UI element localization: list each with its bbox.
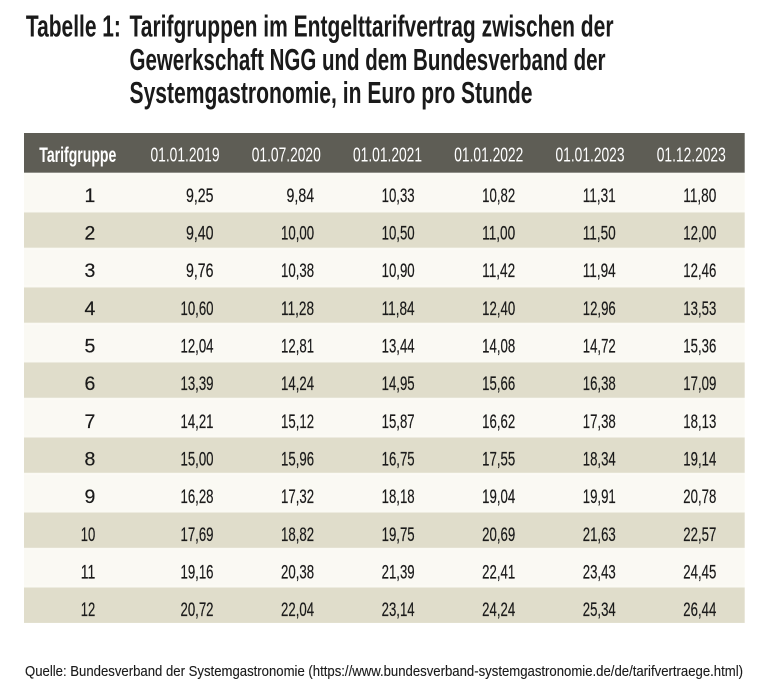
svg-text:9,25: 9,25 <box>186 185 214 207</box>
svg-text:17,69: 17,69 <box>181 524 214 546</box>
svg-text:11,94: 11,94 <box>583 260 616 282</box>
svg-text:01.01.2019: 01.01.2019 <box>151 144 220 166</box>
svg-text:14,08: 14,08 <box>482 336 515 358</box>
svg-text:Gewerkschaft NGG und dem Bunde: Gewerkschaft NGG und dem Bundesverband d… <box>130 42 606 77</box>
svg-text:19,04: 19,04 <box>482 486 515 508</box>
svg-text:26,44: 26,44 <box>683 599 716 621</box>
svg-text:12,81: 12,81 <box>281 336 314 358</box>
svg-text:18,34: 18,34 <box>583 448 616 470</box>
svg-text:11,50: 11,50 <box>583 223 616 245</box>
svg-text:10,60: 10,60 <box>181 298 214 320</box>
svg-text:16,75: 16,75 <box>382 448 415 470</box>
svg-text:18,18: 18,18 <box>382 486 415 508</box>
svg-text:12,00: 12,00 <box>683 223 716 245</box>
svg-text:10,00: 10,00 <box>281 223 314 245</box>
svg-text:20,72: 20,72 <box>181 599 214 621</box>
svg-text:10,50: 10,50 <box>382 223 415 245</box>
svg-text:Tabelle 1:: Tabelle 1: <box>26 9 121 44</box>
svg-text:19,14: 19,14 <box>683 448 716 470</box>
svg-text:19,75: 19,75 <box>382 524 415 546</box>
svg-text:15,96: 15,96 <box>281 448 314 470</box>
svg-text:01.01.2022: 01.01.2022 <box>454 144 523 166</box>
svg-text:4: 4 <box>84 298 95 320</box>
svg-text:3: 3 <box>84 260 95 282</box>
svg-text:23,43: 23,43 <box>583 561 616 583</box>
svg-text:Tarifgruppe: Tarifgruppe <box>39 143 116 167</box>
svg-text:11,28: 11,28 <box>281 298 314 320</box>
svg-text:17,32: 17,32 <box>281 486 314 508</box>
svg-text:11,31: 11,31 <box>583 185 616 207</box>
svg-text:22,57: 22,57 <box>683 524 716 546</box>
svg-text:20,78: 20,78 <box>683 486 716 508</box>
svg-text:19,16: 19,16 <box>181 561 214 583</box>
svg-text:10,90: 10,90 <box>382 260 415 282</box>
svg-text:23,14: 23,14 <box>382 599 415 621</box>
svg-text:13,39: 13,39 <box>181 373 214 395</box>
svg-text:11,00: 11,00 <box>482 223 515 245</box>
svg-text:14,24: 14,24 <box>281 373 314 395</box>
svg-text:16,28: 16,28 <box>181 486 214 508</box>
svg-text:18,13: 18,13 <box>683 411 716 433</box>
svg-text:01.01.2023: 01.01.2023 <box>556 144 625 166</box>
svg-text:20,69: 20,69 <box>482 524 515 546</box>
svg-text:13,53: 13,53 <box>683 298 716 320</box>
svg-text:10: 10 <box>81 524 96 546</box>
svg-text:13,44: 13,44 <box>382 336 415 358</box>
svg-text:15,00: 15,00 <box>181 448 214 470</box>
svg-text:1: 1 <box>84 185 95 207</box>
svg-text:9,84: 9,84 <box>287 185 315 207</box>
svg-text:11,42: 11,42 <box>482 260 515 282</box>
svg-text:15,12: 15,12 <box>281 411 314 433</box>
svg-text:11,84: 11,84 <box>382 298 415 320</box>
svg-text:12,46: 12,46 <box>683 260 716 282</box>
svg-text:24,24: 24,24 <box>482 599 515 621</box>
svg-text:11: 11 <box>81 561 96 583</box>
svg-text:18,82: 18,82 <box>281 524 314 546</box>
svg-text:11,80: 11,80 <box>683 185 716 207</box>
svg-text:Tarifgruppen im Entgelttarifve: Tarifgruppen im Entgelttarifvertrag zwis… <box>130 9 614 44</box>
svg-text:01.12.2023: 01.12.2023 <box>657 144 726 166</box>
svg-text:12: 12 <box>81 599 96 621</box>
svg-text:12,96: 12,96 <box>583 298 616 320</box>
svg-text:10,38: 10,38 <box>281 260 314 282</box>
svg-text:25,34: 25,34 <box>583 599 616 621</box>
svg-text:12,04: 12,04 <box>181 336 214 358</box>
svg-text:2: 2 <box>84 223 95 245</box>
svg-text:5: 5 <box>84 336 95 358</box>
svg-text:15,36: 15,36 <box>683 336 716 358</box>
svg-text:Quelle: Bundesverband der Syst: Quelle: Bundesverband der Systemgastrono… <box>25 663 743 680</box>
svg-text:21,39: 21,39 <box>382 561 415 583</box>
svg-text:16,38: 16,38 <box>583 373 616 395</box>
svg-text:22,04: 22,04 <box>281 599 314 621</box>
svg-text:22,41: 22,41 <box>482 561 515 583</box>
svg-text:9: 9 <box>84 486 95 508</box>
svg-text:21,63: 21,63 <box>583 524 616 546</box>
svg-text:01.01.2021: 01.01.2021 <box>353 144 422 166</box>
svg-text:14,95: 14,95 <box>382 373 415 395</box>
svg-text:01.07.2020: 01.07.2020 <box>252 144 321 166</box>
svg-text:6: 6 <box>84 373 95 395</box>
svg-text:Systemgastronomie, in Euro pro: Systemgastronomie, in Euro pro Stunde <box>130 75 533 110</box>
svg-text:9,76: 9,76 <box>186 260 214 282</box>
svg-text:10,82: 10,82 <box>482 185 515 207</box>
svg-text:17,38: 17,38 <box>583 411 616 433</box>
svg-text:14,72: 14,72 <box>583 336 616 358</box>
svg-text:7: 7 <box>84 411 95 433</box>
svg-text:19,91: 19,91 <box>583 486 616 508</box>
svg-text:10,33: 10,33 <box>382 185 415 207</box>
svg-text:16,62: 16,62 <box>482 411 515 433</box>
svg-text:9,40: 9,40 <box>186 223 214 245</box>
svg-text:15,66: 15,66 <box>482 373 515 395</box>
svg-text:17,09: 17,09 <box>683 373 716 395</box>
svg-text:12,40: 12,40 <box>482 298 515 320</box>
svg-text:17,55: 17,55 <box>482 448 515 470</box>
svg-text:20,38: 20,38 <box>281 561 314 583</box>
svg-text:15,87: 15,87 <box>382 411 415 433</box>
svg-text:8: 8 <box>84 448 95 470</box>
svg-text:24,45: 24,45 <box>683 561 716 583</box>
svg-text:14,21: 14,21 <box>181 411 214 433</box>
